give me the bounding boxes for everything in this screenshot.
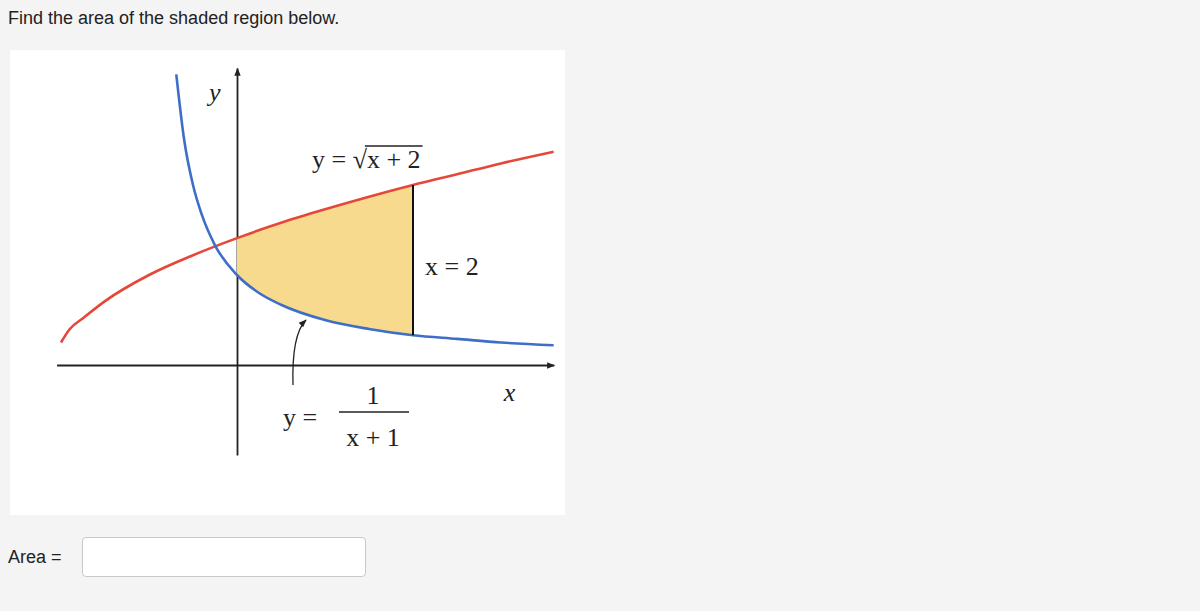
plot-area — [61, 74, 554, 345]
plot-panel — [10, 50, 565, 515]
chart: x y x = 2 y = √x + 2 y = 1 x + 1 — [0, 0, 1200, 611]
question: Find the area of the shaded region below… — [8, 8, 339, 29]
vertical-line — [412, 185, 414, 335]
curve-label: y = √x + 2 — [312, 145, 421, 174]
fraction-numerator: 1 — [367, 381, 380, 410]
vertical-line-label: x = 2 — [425, 252, 479, 281]
x-axis-line — [57, 365, 554, 367]
radical-bar — [365, 145, 423, 146]
x-axis — [57, 365, 554, 366]
y-axis-label: y — [206, 78, 221, 107]
pointer-arrow — [293, 320, 306, 385]
fraction-bar — [339, 411, 409, 412]
x-axis-label: x — [503, 378, 516, 407]
answer-input[interactable] — [82, 537, 366, 577]
curve-line — [176, 74, 554, 345]
shaded-region — [237, 185, 413, 335]
answer-label: Area = — [8, 547, 62, 568]
curve-label: y = — [283, 403, 317, 432]
fraction-denominator: x + 1 — [346, 423, 400, 452]
